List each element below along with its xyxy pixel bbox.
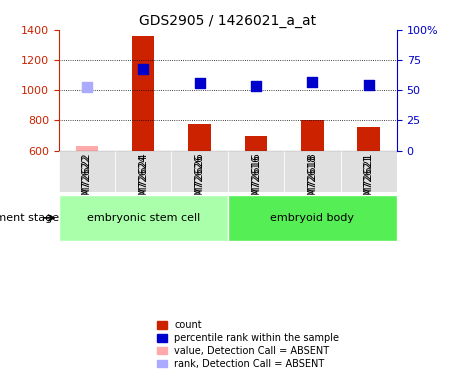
FancyBboxPatch shape xyxy=(228,195,397,241)
Point xyxy=(83,84,90,90)
FancyBboxPatch shape xyxy=(341,151,397,192)
Bar xyxy=(244,136,267,151)
Point xyxy=(140,66,147,72)
Bar xyxy=(357,127,380,151)
Text: GSM72622: GSM72622 xyxy=(82,153,92,210)
FancyBboxPatch shape xyxy=(59,151,115,192)
Text: GSM72616: GSM72616 xyxy=(251,153,261,210)
Legend: count, percentile rank within the sample, value, Detection Call = ABSENT, rank, : count, percentile rank within the sample… xyxy=(152,315,344,374)
Text: GSM72626: GSM72626 xyxy=(194,154,205,211)
Text: embryoid body: embryoid body xyxy=(270,213,354,223)
Text: embryonic stem cell: embryonic stem cell xyxy=(87,213,200,223)
Text: GSM72622: GSM72622 xyxy=(82,154,92,211)
Text: development stage: development stage xyxy=(0,213,59,223)
Text: GSM72618: GSM72618 xyxy=(307,154,318,211)
Text: GSM72621: GSM72621 xyxy=(364,154,374,211)
Title: GDS2905 / 1426021_a_at: GDS2905 / 1426021_a_at xyxy=(139,13,316,28)
FancyBboxPatch shape xyxy=(284,151,341,192)
Point xyxy=(196,80,203,86)
Text: GSM72621: GSM72621 xyxy=(364,153,374,210)
FancyBboxPatch shape xyxy=(115,151,171,192)
Bar xyxy=(132,36,154,151)
Text: GSM72624: GSM72624 xyxy=(138,154,148,211)
FancyBboxPatch shape xyxy=(228,151,284,192)
Text: GSM72626: GSM72626 xyxy=(194,153,205,210)
Bar xyxy=(189,124,211,151)
Text: GSM72616: GSM72616 xyxy=(251,154,261,211)
Point xyxy=(365,82,373,88)
FancyBboxPatch shape xyxy=(171,151,228,192)
Bar xyxy=(301,120,324,151)
Point xyxy=(253,83,260,89)
FancyBboxPatch shape xyxy=(59,195,228,241)
Bar xyxy=(75,146,98,151)
Text: GSM72618: GSM72618 xyxy=(307,153,318,210)
Point xyxy=(308,79,316,85)
Text: GSM72624: GSM72624 xyxy=(138,153,148,210)
